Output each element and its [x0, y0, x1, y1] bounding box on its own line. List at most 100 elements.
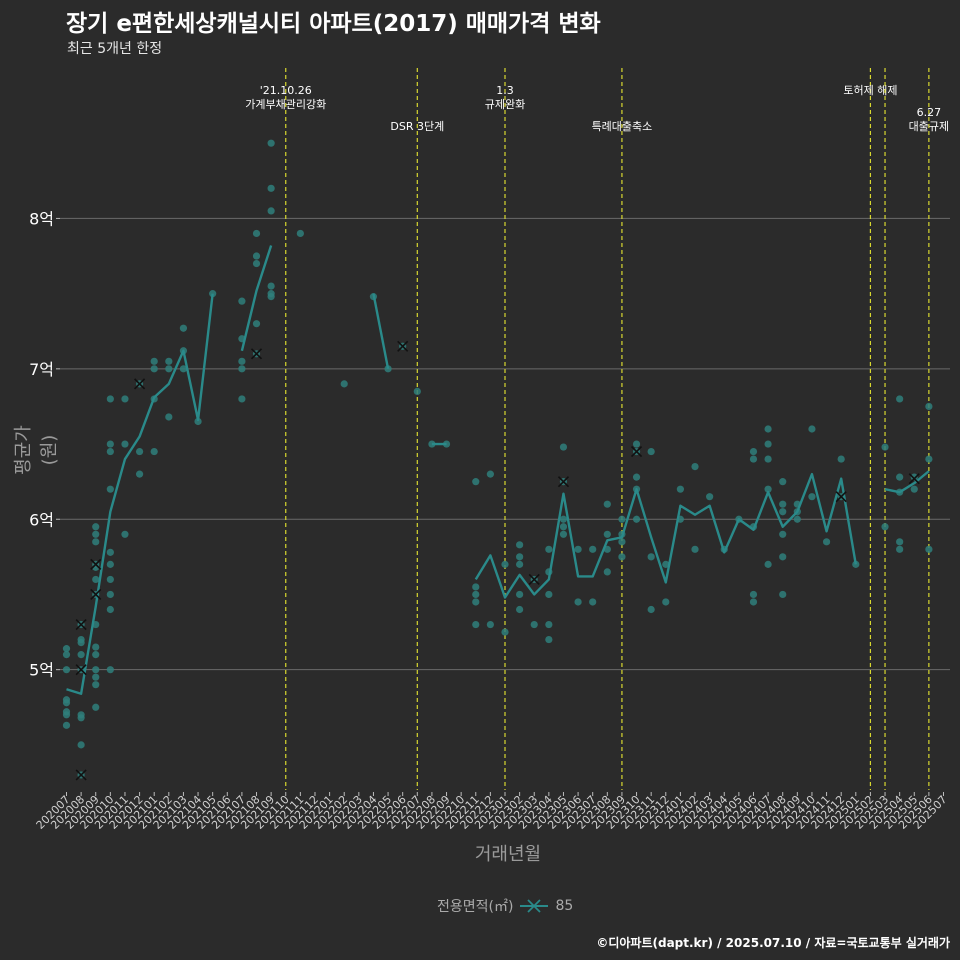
- data-point: [545, 620, 553, 629]
- data-point: [910, 485, 918, 493]
- event-label: '21.10.26: [260, 84, 312, 97]
- data-point: [749, 447, 758, 456]
- series-line-85: [474, 472, 857, 599]
- data-point: [92, 651, 100, 659]
- data-point: [764, 485, 772, 493]
- data-point: [749, 598, 758, 606]
- data-point: [516, 590, 524, 599]
- data-point: [92, 666, 100, 674]
- data-point: [238, 395, 246, 403]
- data-point: [706, 493, 714, 501]
- data-point: [822, 538, 831, 546]
- x-marker: [90, 588, 102, 601]
- data-point: [676, 485, 685, 493]
- data-point: [779, 500, 787, 508]
- data-point: [92, 538, 100, 546]
- data-point: [896, 538, 904, 546]
- x-marker-stroke: [134, 378, 146, 390]
- chart-subtitle: 최근 5개년 한정: [67, 41, 163, 57]
- data-point: [530, 620, 538, 629]
- data-point: [545, 590, 553, 599]
- legend-title: 전용면적(㎡): [437, 899, 514, 915]
- x-marker: [835, 491, 847, 503]
- data-point: [106, 447, 114, 456]
- data-point: [764, 560, 772, 568]
- event-label: 대출규제: [909, 120, 949, 133]
- data-point: [165, 365, 173, 373]
- data-point: [662, 560, 670, 568]
- data-point: [106, 605, 114, 614]
- data-point: [106, 666, 114, 674]
- data-point: [559, 443, 568, 451]
- x-marker: [75, 769, 87, 781]
- data-point: [881, 523, 889, 531]
- data-point: [632, 440, 641, 448]
- data-point: [472, 478, 480, 486]
- y-axis-label: 평균가(원): [13, 425, 60, 475]
- data-point: [413, 387, 421, 395]
- data-point: [179, 324, 188, 332]
- data-point: [779, 590, 787, 599]
- data-point: [252, 252, 261, 260]
- data-point: [179, 365, 188, 373]
- data-point: [779, 530, 787, 538]
- data-point: [267, 184, 275, 192]
- data-point: [559, 515, 568, 523]
- data-point: [516, 553, 524, 561]
- event-label: 특례대출축소: [592, 120, 653, 133]
- x-marker: [557, 476, 570, 488]
- x-marker-stroke: [630, 445, 643, 458]
- data-point: [589, 545, 597, 553]
- data-point: [296, 229, 304, 238]
- data-point: [545, 545, 553, 553]
- data-point: [106, 440, 114, 448]
- data-point: [92, 643, 100, 651]
- data-point: [165, 413, 173, 421]
- data-point: [764, 425, 772, 433]
- data-point: [662, 598, 670, 606]
- data-point: [808, 493, 816, 501]
- data-point: [896, 473, 904, 481]
- series-line-85: [372, 293, 390, 370]
- data-point: [647, 447, 655, 456]
- data-point: [106, 560, 114, 568]
- data-point: [589, 598, 597, 606]
- event-label: 규제완화: [485, 98, 525, 111]
- data-point: [472, 598, 480, 606]
- data-point: [150, 365, 158, 373]
- data-point: [647, 553, 655, 561]
- data-point: [340, 380, 348, 388]
- x-marker: [528, 573, 540, 585]
- data-point: [62, 651, 71, 659]
- x-marker-stroke: [90, 588, 102, 601]
- data-point: [764, 455, 772, 463]
- data-point: [516, 541, 524, 549]
- data-point: [896, 395, 904, 403]
- x-marker-stroke: [528, 573, 540, 585]
- data-point: [632, 515, 641, 523]
- x-marker-stroke: [908, 473, 920, 485]
- legend-entry-85: 85: [555, 898, 574, 914]
- x-marker: [75, 664, 87, 676]
- data-point: [77, 638, 85, 647]
- data-point: [545, 635, 553, 644]
- data-point: [92, 523, 100, 531]
- data-point: [267, 282, 275, 290]
- x-marker-stroke: [250, 348, 263, 360]
- data-point: [252, 259, 261, 268]
- x-marker: [75, 618, 87, 631]
- event-label: 가계부채관리강화: [245, 98, 326, 111]
- data-point: [808, 425, 816, 433]
- y-tick-label: 5억: [29, 661, 54, 680]
- data-point: [252, 229, 261, 238]
- y-tick-label: 6억: [29, 510, 54, 529]
- data-point: [106, 395, 114, 403]
- data-point: [106, 575, 114, 584]
- data-point: [62, 711, 71, 719]
- data-point: [150, 357, 158, 365]
- data-point: [252, 320, 261, 328]
- data-point: [852, 560, 860, 568]
- data-point: [77, 741, 85, 749]
- x-marker: [134, 378, 146, 390]
